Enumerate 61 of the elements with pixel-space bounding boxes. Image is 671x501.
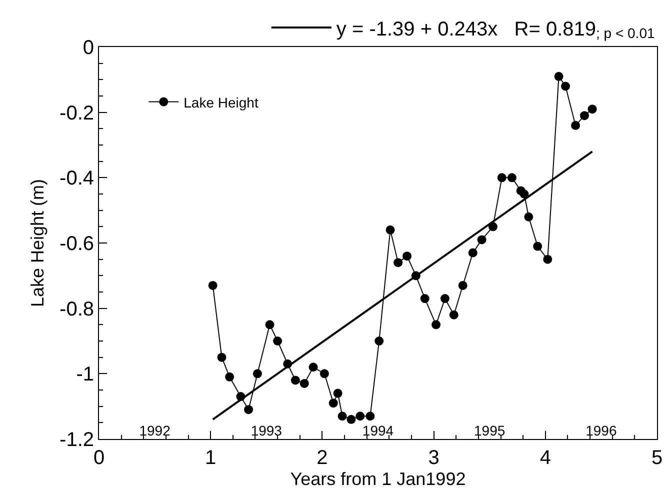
y-tick-label: -0.8	[60, 298, 94, 320]
legend-label: Lake Height	[184, 94, 258, 110]
point	[217, 352, 226, 362]
point	[225, 372, 234, 382]
point	[554, 72, 564, 81]
point	[300, 378, 309, 388]
x-tick-label: 5	[651, 447, 663, 469]
y-tick-label: -0.2	[60, 102, 94, 124]
point	[507, 173, 516, 182]
point	[208, 280, 218, 290]
y-tick-label: -0.4	[60, 168, 94, 190]
point	[402, 252, 412, 261]
x-tick-label: 1	[205, 447, 216, 469]
legend-label: y = -1.39 + 0.243x R= 0.819	[336, 18, 596, 40]
point	[394, 258, 403, 268]
point	[432, 320, 441, 330]
x2-tick-label: 1996	[586, 422, 617, 438]
point	[308, 362, 318, 372]
point	[580, 111, 589, 120]
x2-tick-label: 1992	[139, 422, 171, 438]
point	[273, 336, 282, 346]
point	[560, 82, 570, 91]
point	[497, 173, 506, 182]
point	[333, 388, 342, 398]
x2-tick-label: 1994	[362, 422, 394, 438]
y-tick-label: -0.6	[60, 233, 94, 255]
point	[420, 294, 430, 304]
y-tick-label: 0	[82, 37, 94, 59]
point	[524, 212, 534, 222]
y-axis-title: Lake Height (m)	[28, 178, 48, 308]
point	[320, 369, 329, 378]
x-tick-label: 2	[316, 447, 328, 469]
x2-tick-label: 1995	[474, 422, 506, 438]
x2-tick-label: 1993	[250, 422, 282, 438]
point	[477, 235, 486, 244]
point	[543, 254, 552, 264]
point	[328, 398, 338, 408]
point	[252, 369, 262, 378]
point	[571, 120, 580, 130]
x-axis-title: Years from 1 Jan1992	[290, 469, 466, 489]
point	[366, 412, 375, 421]
y-tick-label: -1	[76, 364, 94, 386]
point	[338, 412, 347, 421]
point	[588, 104, 597, 114]
point	[458, 280, 468, 290]
point	[449, 310, 458, 320]
point	[374, 336, 384, 346]
point	[468, 248, 478, 258]
point	[346, 414, 356, 424]
x-tick-label: 4	[540, 447, 551, 469]
y-tick-label: -1.2	[60, 429, 94, 451]
point	[533, 242, 542, 251]
point	[244, 405, 254, 414]
text: ; p < 0.01	[596, 25, 655, 41]
point	[290, 376, 300, 385]
point	[520, 190, 529, 198]
point	[265, 320, 274, 330]
x-tick-label: 3	[428, 447, 440, 469]
point	[386, 225, 395, 234]
point	[356, 412, 365, 421]
point	[440, 294, 450, 304]
